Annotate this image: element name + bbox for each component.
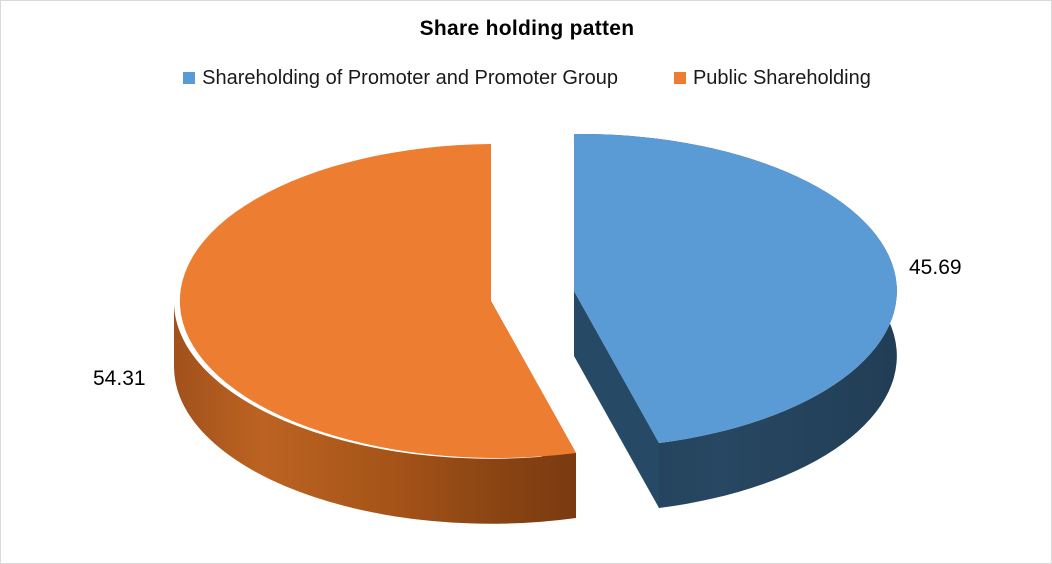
pie-slice-public-shareholding[interactable] — [173, 144, 577, 524]
legend-item-public[interactable]: Public Shareholding — [673, 67, 871, 89]
chart-legend: Shareholding of Promoter and Promoter Gr… — [1, 67, 1051, 89]
pie-slice-public-side-wall — [173, 301, 576, 524]
pie-slice-promoter-cut-wall — [574, 291, 659, 508]
pie-slice-public-top-main — [179, 144, 577, 458]
legend-item-promoter[interactable]: Shareholding of Promoter and Promoter Gr… — [183, 68, 618, 88]
legend-label-promoter: Shareholding of Promoter and Promoter Gr… — [202, 67, 618, 89]
data-label-promoter-value: 45.69 — [909, 256, 962, 279]
legend-label-public: Public Shareholding — [692, 67, 871, 89]
legend-swatch-promoter-icon — [183, 72, 196, 84]
data-label-public-value: 54.31 — [93, 367, 146, 390]
pie-slice-promoter-top — [574, 133, 897, 443]
pie-slice-promoter-group[interactable] — [574, 133, 897, 508]
chart-title: Share holding patten — [419, 17, 635, 40]
legend-swatch-public-icon — [673, 72, 686, 84]
